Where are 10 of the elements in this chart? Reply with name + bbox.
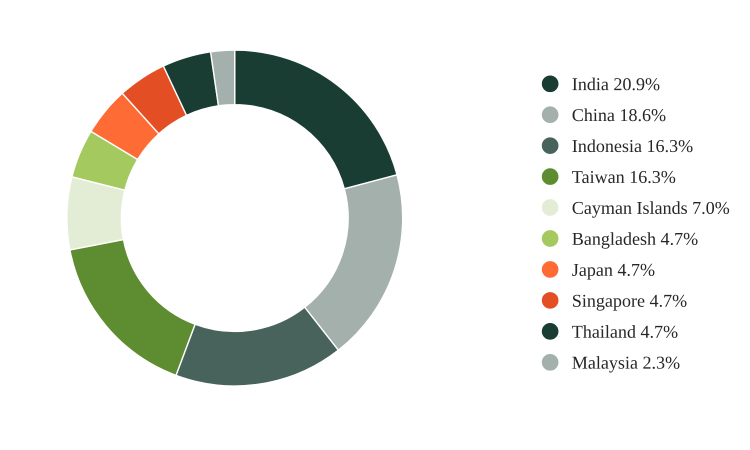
legend-label: India 20.9% (572, 78, 660, 90)
legend-label: Thailand 4.7% (572, 325, 678, 338)
legend-label: Malaysia 2.3% (572, 356, 680, 373)
legend-label: Bangladesh 4.7% (572, 232, 698, 249)
legend-label: Cayman Islands 7.0% (572, 201, 730, 218)
legend-label: China 18.6% (572, 108, 666, 122)
legend-label: Taiwan 16.3% (572, 170, 676, 184)
legend-label: Indonesia 16.3% (572, 139, 693, 152)
legend-label: Japan 4.7% (572, 264, 654, 280)
legend-label: Singapore 4.7% (573, 294, 687, 311)
